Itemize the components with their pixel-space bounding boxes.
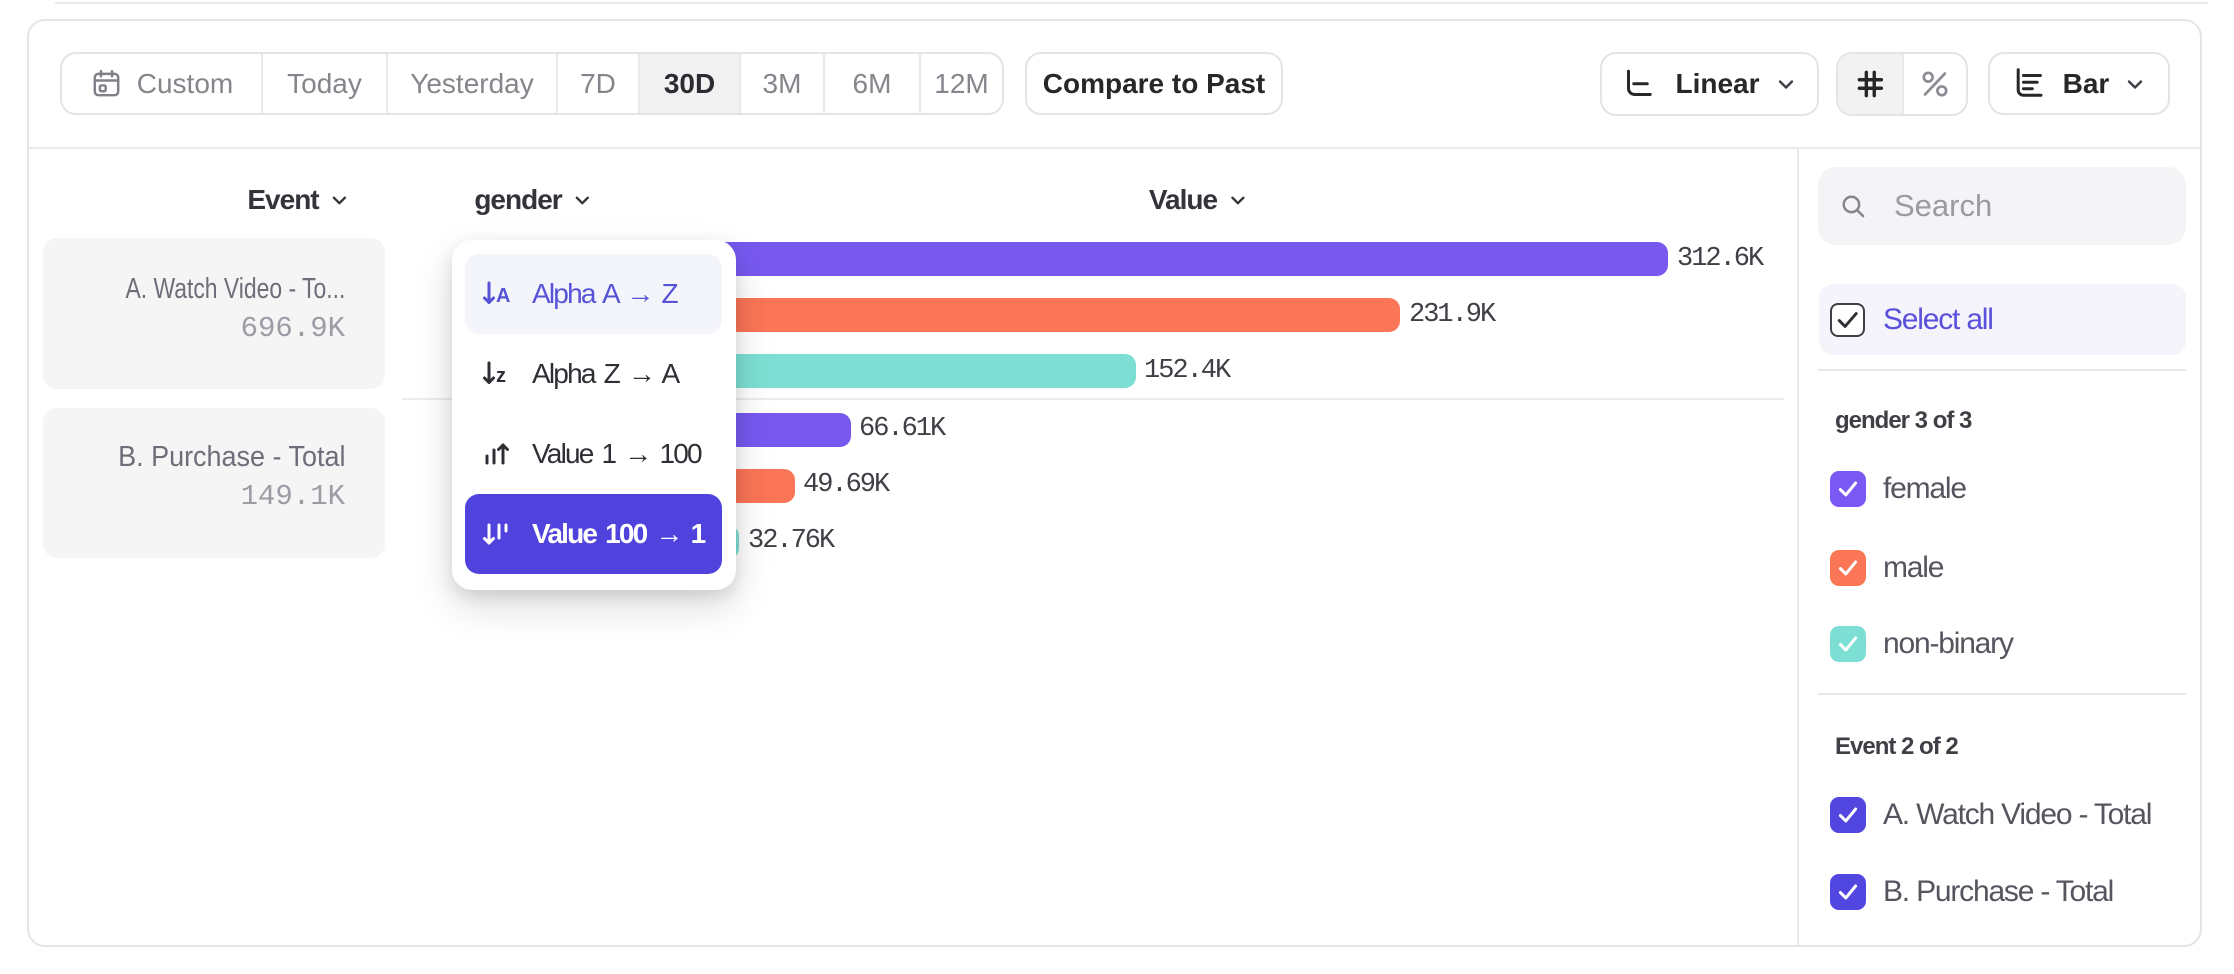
svg-text:z: z [496, 365, 506, 387]
svg-text:A: A [496, 285, 510, 307]
